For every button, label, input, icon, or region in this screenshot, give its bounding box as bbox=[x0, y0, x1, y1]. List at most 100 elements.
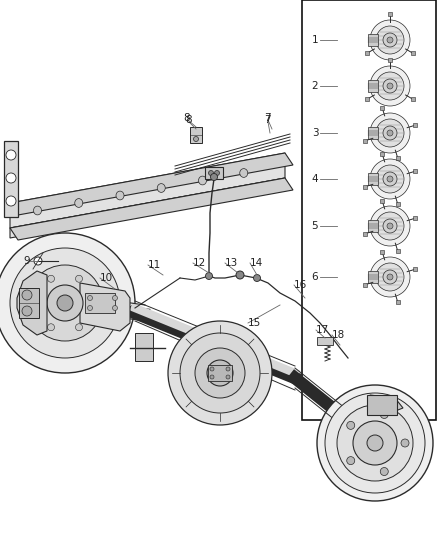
Text: 18: 18 bbox=[332, 330, 345, 340]
Circle shape bbox=[22, 306, 32, 316]
Bar bbox=[365, 51, 370, 55]
Text: 1: 1 bbox=[312, 35, 318, 45]
Ellipse shape bbox=[75, 199, 83, 207]
Circle shape bbox=[168, 321, 272, 425]
Circle shape bbox=[387, 223, 393, 229]
Circle shape bbox=[370, 66, 410, 106]
Bar bbox=[368, 127, 378, 139]
Bar bbox=[363, 232, 367, 236]
Polygon shape bbox=[10, 153, 293, 215]
Bar bbox=[380, 250, 384, 254]
Circle shape bbox=[383, 126, 397, 140]
Ellipse shape bbox=[157, 184, 165, 192]
Bar bbox=[302, 0, 436, 420]
Circle shape bbox=[113, 295, 117, 301]
Circle shape bbox=[6, 196, 16, 206]
Bar bbox=[413, 123, 417, 127]
Polygon shape bbox=[80, 283, 130, 331]
Circle shape bbox=[47, 285, 83, 321]
Polygon shape bbox=[17, 271, 47, 335]
Bar bbox=[135, 333, 153, 361]
Text: 15: 15 bbox=[248, 318, 261, 328]
Text: 7: 7 bbox=[264, 113, 271, 123]
Circle shape bbox=[376, 119, 404, 147]
Text: 3: 3 bbox=[312, 128, 318, 138]
Circle shape bbox=[370, 20, 410, 60]
Circle shape bbox=[205, 272, 212, 279]
Circle shape bbox=[383, 33, 397, 47]
Circle shape bbox=[370, 159, 410, 199]
Circle shape bbox=[47, 275, 54, 282]
Circle shape bbox=[47, 324, 54, 331]
Circle shape bbox=[89, 300, 96, 306]
Circle shape bbox=[380, 410, 388, 418]
Bar bbox=[368, 80, 378, 92]
Bar bbox=[368, 34, 378, 46]
Circle shape bbox=[34, 257, 42, 265]
Bar bbox=[367, 395, 397, 415]
Bar bbox=[396, 249, 400, 253]
Text: 17: 17 bbox=[316, 325, 329, 335]
Circle shape bbox=[195, 348, 245, 398]
Bar bbox=[85, 293, 115, 313]
Polygon shape bbox=[370, 395, 403, 415]
Ellipse shape bbox=[116, 191, 124, 200]
Circle shape bbox=[370, 206, 410, 246]
Text: 8: 8 bbox=[183, 113, 190, 123]
Bar bbox=[19, 288, 39, 318]
Text: 12: 12 bbox=[193, 258, 206, 268]
Text: 2: 2 bbox=[312, 81, 318, 91]
Circle shape bbox=[376, 263, 404, 291]
Bar bbox=[413, 216, 417, 220]
Bar bbox=[363, 139, 367, 143]
Bar bbox=[317, 337, 333, 345]
Circle shape bbox=[383, 79, 397, 93]
Text: 14: 14 bbox=[250, 258, 263, 268]
Text: 5: 5 bbox=[312, 221, 318, 231]
Circle shape bbox=[194, 136, 198, 141]
Bar bbox=[363, 184, 367, 189]
Circle shape bbox=[401, 439, 409, 447]
Circle shape bbox=[75, 275, 82, 282]
Circle shape bbox=[387, 176, 393, 182]
Circle shape bbox=[211, 174, 218, 181]
Bar bbox=[413, 268, 417, 271]
Circle shape bbox=[347, 457, 355, 465]
Circle shape bbox=[376, 165, 404, 193]
Text: 10: 10 bbox=[100, 273, 113, 283]
Circle shape bbox=[75, 324, 82, 331]
Circle shape bbox=[383, 270, 397, 284]
Text: 11: 11 bbox=[148, 260, 161, 270]
Circle shape bbox=[380, 467, 388, 475]
Bar bbox=[410, 97, 414, 101]
Ellipse shape bbox=[33, 206, 42, 215]
Circle shape bbox=[376, 26, 404, 54]
Text: 4: 4 bbox=[312, 174, 318, 184]
Text: 13: 13 bbox=[225, 258, 238, 268]
Bar bbox=[368, 173, 378, 185]
Bar bbox=[205, 167, 223, 179]
Circle shape bbox=[387, 83, 393, 89]
Circle shape bbox=[207, 360, 233, 386]
Circle shape bbox=[317, 385, 433, 501]
Polygon shape bbox=[10, 153, 285, 228]
Bar bbox=[365, 97, 370, 101]
Circle shape bbox=[22, 290, 32, 300]
Bar bbox=[396, 202, 400, 206]
Text: 9: 9 bbox=[23, 256, 30, 266]
Circle shape bbox=[254, 274, 261, 281]
Bar bbox=[368, 271, 378, 283]
Bar bbox=[363, 282, 367, 287]
Circle shape bbox=[226, 367, 230, 371]
Circle shape bbox=[376, 212, 404, 240]
Bar bbox=[380, 106, 384, 110]
Circle shape bbox=[226, 375, 230, 379]
Circle shape bbox=[215, 171, 219, 175]
Circle shape bbox=[347, 422, 355, 430]
Bar bbox=[396, 300, 400, 304]
Circle shape bbox=[387, 274, 393, 280]
Bar bbox=[396, 156, 400, 160]
Circle shape bbox=[88, 305, 92, 311]
Circle shape bbox=[383, 172, 397, 186]
Circle shape bbox=[383, 219, 397, 233]
